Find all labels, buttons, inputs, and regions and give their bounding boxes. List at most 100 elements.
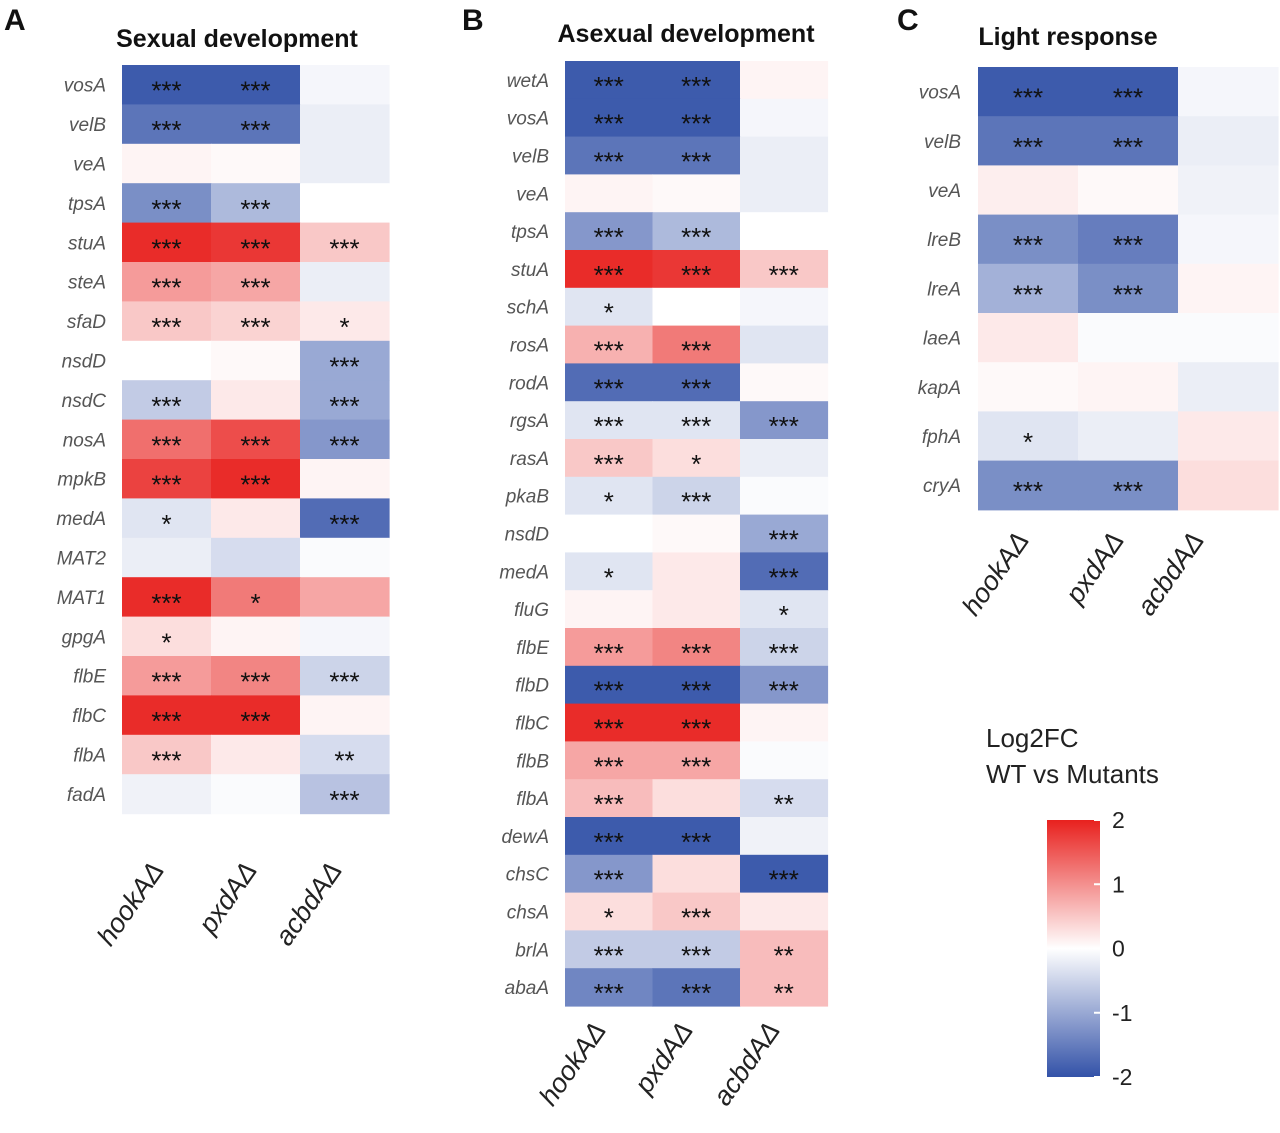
panel-a-row-label: nosA [63, 430, 106, 451]
panel-c-column-label: hookAΔ [956, 526, 1035, 621]
panel-b-row-label: brlA [515, 940, 549, 961]
panel-letter-b: B [462, 4, 484, 37]
panel-a-significance-mark: *** [329, 509, 359, 539]
panel-a-significance-mark: *** [240, 273, 270, 303]
panel-c-cell [1178, 263, 1279, 314]
panel-c-row-label: fphA [922, 427, 961, 448]
panel-c-cell [1178, 460, 1279, 511]
panel-a-significance-mark: * [339, 312, 349, 342]
panel-a-cell [211, 577, 301, 618]
panel-b-cell [740, 250, 829, 289]
panel-a-column-label: acbdAΔ [269, 856, 348, 951]
panel-c-cell [1078, 313, 1179, 363]
panel-c-cell [978, 411, 1079, 462]
panel-a-cell [122, 537, 212, 578]
panel-b-cell [740, 98, 829, 138]
legend-title-line1: Log2FC [986, 723, 1079, 753]
panel-a-cell [300, 262, 390, 302]
panel-b-cell [652, 590, 741, 629]
panel-a-significance-mark: *** [151, 194, 181, 224]
panel-b-cell [740, 930, 829, 969]
panel-c-cell [1078, 165, 1179, 216]
panel-b-cell [652, 212, 741, 251]
panel-c-significance-mark: *** [1013, 132, 1043, 162]
panel-b-cell [565, 287, 654, 327]
panel-b-significance-mark: *** [769, 638, 799, 668]
panel-a-cell [211, 262, 301, 302]
panel-b-significance-mark: *** [594, 978, 624, 1008]
panel-b-row-label: rosA [510, 336, 549, 357]
legend-tick-label: 2 [1112, 807, 1125, 833]
panel-b-cell [565, 703, 654, 742]
panel-b-row-label: flbC [515, 714, 549, 735]
panel-c-cell [1178, 214, 1279, 265]
panel-a-cell [300, 143, 390, 184]
panel-b-significance-mark: *** [681, 147, 711, 177]
panel-b-cell [740, 61, 829, 100]
panel-a-row-label: tpsA [68, 194, 106, 215]
panel-b-significance-mark: *** [769, 865, 799, 895]
panel-b-row-label: medA [499, 562, 549, 583]
panel-c-title: Light response [978, 23, 1157, 51]
panel-b-cell [652, 892, 741, 931]
panel-c-row-label: lreA [927, 279, 961, 300]
panel-b-significance-mark: *** [681, 109, 711, 139]
panel-b-cell [740, 363, 829, 402]
panel-a-row-label: MAT2 [57, 549, 107, 570]
panel-c-column-label: pxdAΔ [1059, 526, 1130, 609]
panel-b-significance-mark: *** [594, 940, 624, 970]
panel-c-significance-mark: *** [1013, 230, 1043, 260]
panel-b-row-label: vosA [507, 109, 549, 130]
panel-b-significance-mark: ** [774, 940, 794, 970]
panel-a-cell [300, 380, 390, 421]
panel-a-significance-mark: ** [334, 746, 354, 776]
panel-a-cell [122, 301, 212, 342]
panel-b-cell [565, 930, 654, 969]
panel-b-significance-mark: *** [594, 449, 624, 479]
panel-b-cell [652, 250, 741, 289]
panel-b-significance-mark: *** [769, 676, 799, 706]
panel-a-significance-mark: *** [240, 76, 270, 106]
panel-c-cell [1078, 214, 1179, 265]
panel-c-cell [978, 362, 1079, 412]
panel-c-row-label: veA [928, 181, 961, 202]
panel-a-significance-mark: *** [151, 115, 181, 145]
panel-b-cell [652, 476, 741, 516]
panel-a-cell [211, 498, 301, 539]
panel-a-significance-mark: *** [329, 667, 359, 697]
panel-b-significance-mark: *** [594, 411, 624, 441]
panel-a-cell [122, 380, 212, 421]
panel-b-significance-mark: *** [681, 222, 711, 252]
panel-b-cell [740, 854, 829, 894]
panel-b-cell [740, 665, 829, 705]
panel-a-cell [122, 734, 212, 775]
panel-a-cell [211, 616, 301, 657]
panel-a-significance-mark: * [250, 588, 260, 618]
panel-b-cell [565, 61, 654, 100]
panel-b-significance-mark: ** [774, 789, 794, 819]
panel-a-cell [300, 340, 390, 381]
panel-c-significance-mark: *** [1113, 279, 1143, 309]
panel-b-cell [652, 136, 741, 175]
panel-b-cell [565, 439, 654, 478]
panel-a-significance-mark: *** [151, 746, 181, 776]
panel-b-cell [652, 325, 741, 364]
panel-c-significance-mark: * [1023, 427, 1033, 457]
panel-b-significance-mark: *** [594, 336, 624, 366]
legend-title-line2: WT vs Mutants [986, 759, 1159, 789]
panel-b-row-label: fluG [514, 600, 549, 621]
panel-c-cell [1078, 67, 1179, 117]
panel-b-significance-mark: *** [594, 865, 624, 895]
panel-b-cell [565, 174, 654, 213]
panel-c-row-label: velB [924, 132, 961, 153]
panel-b-row-label: schA [507, 298, 549, 319]
panel-b-significance-mark: *** [681, 411, 711, 441]
panel-b-significance-mark: *** [681, 260, 711, 290]
panel-a-cell [122, 498, 212, 539]
panel-b-significance-mark: *** [681, 827, 711, 857]
panel-a-significance-mark: *** [240, 233, 270, 263]
panel-b-title: Asexual development [557, 20, 815, 48]
panel-b-cell [740, 514, 829, 553]
panel-b-row-label: flbB [516, 751, 549, 772]
panel-b-cell [740, 892, 829, 931]
